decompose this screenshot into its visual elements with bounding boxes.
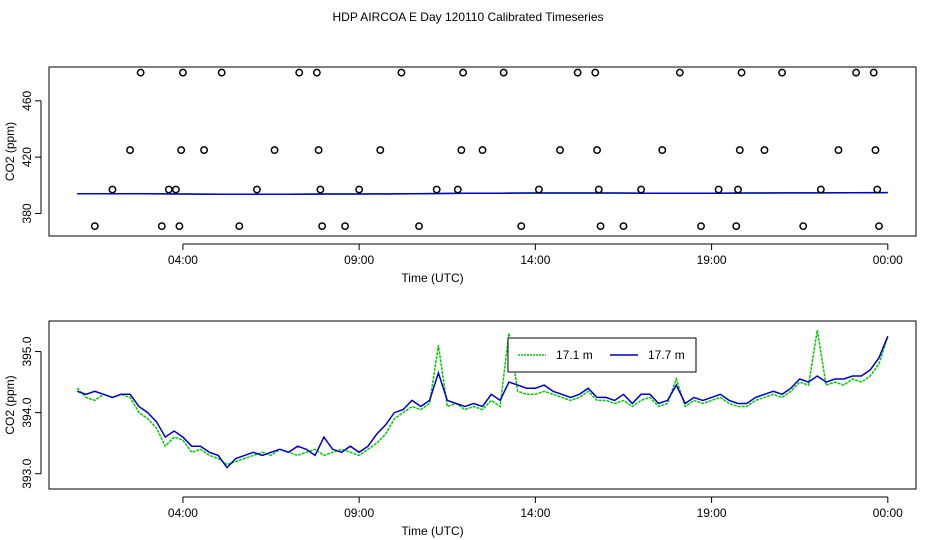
y-tick-label: 393.0	[20, 458, 34, 488]
data-point	[816, 185, 825, 194]
x-tick-label: 04:00	[168, 506, 198, 520]
data-point	[734, 185, 742, 194]
x-tick-label: 14:00	[520, 506, 550, 520]
data-point	[778, 68, 787, 77]
data-point	[415, 222, 424, 231]
x-tick-label: 14:00	[520, 253, 550, 267]
data-point	[714, 185, 723, 194]
data-point	[312, 68, 321, 77]
data-point	[217, 68, 226, 77]
data-point	[200, 146, 209, 155]
data-point	[459, 68, 468, 77]
data-point	[376, 146, 385, 155]
data-point	[164, 185, 173, 194]
data-point	[270, 146, 279, 155]
data-point	[594, 185, 603, 194]
data-point	[478, 146, 487, 155]
data-point	[658, 146, 667, 155]
data-point	[295, 68, 304, 77]
data-point	[732, 222, 741, 231]
x-tick-label: 00:00	[873, 253, 903, 267]
data-point	[314, 146, 323, 155]
legend-entry: 17.1 m	[556, 348, 593, 362]
series-line-17-7-m	[77, 191, 888, 196]
data-point	[834, 146, 843, 155]
data-point	[171, 185, 180, 194]
data-point	[871, 146, 880, 155]
data-point	[432, 185, 441, 194]
data-point	[457, 146, 466, 155]
data-point	[178, 68, 187, 77]
data-point	[499, 68, 508, 77]
y-axis-label: CO2 (ppm)	[3, 375, 17, 434]
y-tick-label: 380	[20, 203, 34, 223]
data-point	[735, 146, 744, 155]
x-tick-label: 09:00	[344, 506, 374, 520]
upper-panel: 04:00 09:00 14:00 19:00 00:00 Time (UTC) 380 42…	[3, 66, 917, 285]
data-point	[619, 222, 628, 231]
plot-frame	[48, 320, 917, 490]
data-point	[90, 222, 99, 231]
data-point	[799, 222, 808, 231]
data-point	[852, 68, 861, 77]
legend-entry: 17.7 m	[648, 348, 685, 362]
data-point	[737, 68, 746, 77]
x-tick-label: 04:00	[168, 253, 198, 267]
y-tick-label: 460	[20, 90, 34, 110]
plot-frame	[48, 66, 917, 237]
data-point	[556, 146, 564, 155]
x-axis-label: Time (UTC)	[401, 271, 463, 285]
data-point	[316, 185, 325, 194]
series-line-17-1-m	[76, 330, 889, 466]
legend: 17.1 m 17.7 m	[507, 337, 697, 373]
data-point	[341, 222, 349, 231]
data-point	[517, 222, 526, 231]
data-point	[697, 222, 705, 231]
x-axis-label: Time (UTC)	[401, 524, 463, 538]
data-point	[177, 146, 186, 155]
y-axis-label: CO2 (ppm)	[3, 122, 17, 181]
data-point	[453, 185, 462, 194]
data-point	[596, 222, 605, 231]
data-point	[573, 68, 582, 77]
x-tick-label: 19:00	[697, 506, 727, 520]
data-point	[875, 222, 883, 231]
data-point	[675, 68, 684, 77]
x-tick-label: 00:00	[873, 506, 903, 520]
data-point	[355, 185, 364, 194]
data-point	[760, 146, 769, 155]
lower-panel: 04:00 09:00 14:00 19:00 00:00 Time (UTC) 393.0…	[3, 320, 917, 538]
data-point	[397, 68, 406, 77]
x-tick-label: 19:00	[697, 253, 727, 267]
data-point	[318, 222, 327, 231]
data-point	[157, 222, 166, 231]
data-point	[873, 185, 882, 194]
data-point	[235, 222, 244, 231]
y-tick-label: 395.0	[20, 336, 34, 366]
data-point	[252, 185, 261, 194]
y-tick-label: 394.0	[20, 397, 34, 427]
y-tick-label: 420	[20, 147, 34, 167]
chart-title: HDP AIRCOA E Day 120110 Calibrated Times…	[332, 10, 604, 24]
data-point	[175, 222, 184, 231]
data-point	[593, 146, 601, 155]
series-line-17-7-m	[76, 336, 889, 469]
data-point	[869, 68, 878, 77]
x-tick-label: 09:00	[344, 253, 374, 267]
data-point	[534, 185, 543, 194]
data-point	[108, 185, 117, 194]
data-point	[591, 68, 600, 77]
data-point	[136, 68, 145, 77]
data-point	[126, 146, 135, 155]
data-point	[637, 185, 646, 194]
